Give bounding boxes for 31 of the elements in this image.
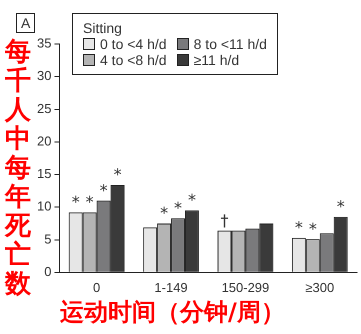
data-label: * [114,165,122,184]
legend-label: 4 to <8 h/d [100,52,167,68]
data-label: * [294,218,303,237]
y-tick-label: 20 [36,133,52,148]
x-tick-label: 1-149 [154,280,188,295]
data-label: * [160,204,168,223]
text: 每千人中每年死亡数 [5,37,31,299]
legend-label: 0 to <4 h/d [100,36,167,52]
y-tick-label: 10 [36,198,52,214]
x-axis-title: 运动时间（分钟/周） [60,297,285,328]
legend-label: ≥11 h/d [194,52,240,68]
data-label: * [188,190,196,210]
data-label: † [220,210,228,230]
data-label: * [308,219,317,238]
y-tick-label: 30 [36,68,52,84]
data-label: * [336,197,345,216]
y-tick-label: 5 [44,231,52,246]
legend-title: Sitting [83,20,123,36]
x-tick-label: 0 [93,280,100,295]
data-label: * [174,198,182,218]
text: A [16,13,36,33]
y-tick-label: 25 [36,100,52,116]
data-label: * [86,192,94,212]
legend-label: 8 to <11 h/d [194,36,267,52]
data-label: * [100,180,108,200]
y-tick-label: 0 [44,264,52,279]
y-tick-label: 15 [36,166,52,182]
y-tick-label: 35 [36,36,52,51]
data-label: * [72,192,80,212]
x-tick-label: ≥300 [305,280,334,295]
x-tick-label: 150-299 [222,280,270,295]
